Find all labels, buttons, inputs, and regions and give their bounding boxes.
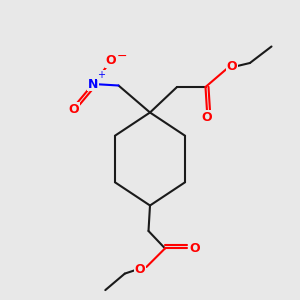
- Text: O: O: [68, 103, 79, 116]
- Text: +: +: [98, 70, 105, 80]
- Text: O: O: [226, 60, 237, 73]
- Text: −: −: [117, 50, 128, 63]
- Text: N: N: [88, 77, 98, 91]
- Text: O: O: [106, 54, 116, 67]
- Text: O: O: [134, 263, 145, 276]
- Text: O: O: [189, 242, 200, 255]
- Text: O: O: [202, 111, 212, 124]
